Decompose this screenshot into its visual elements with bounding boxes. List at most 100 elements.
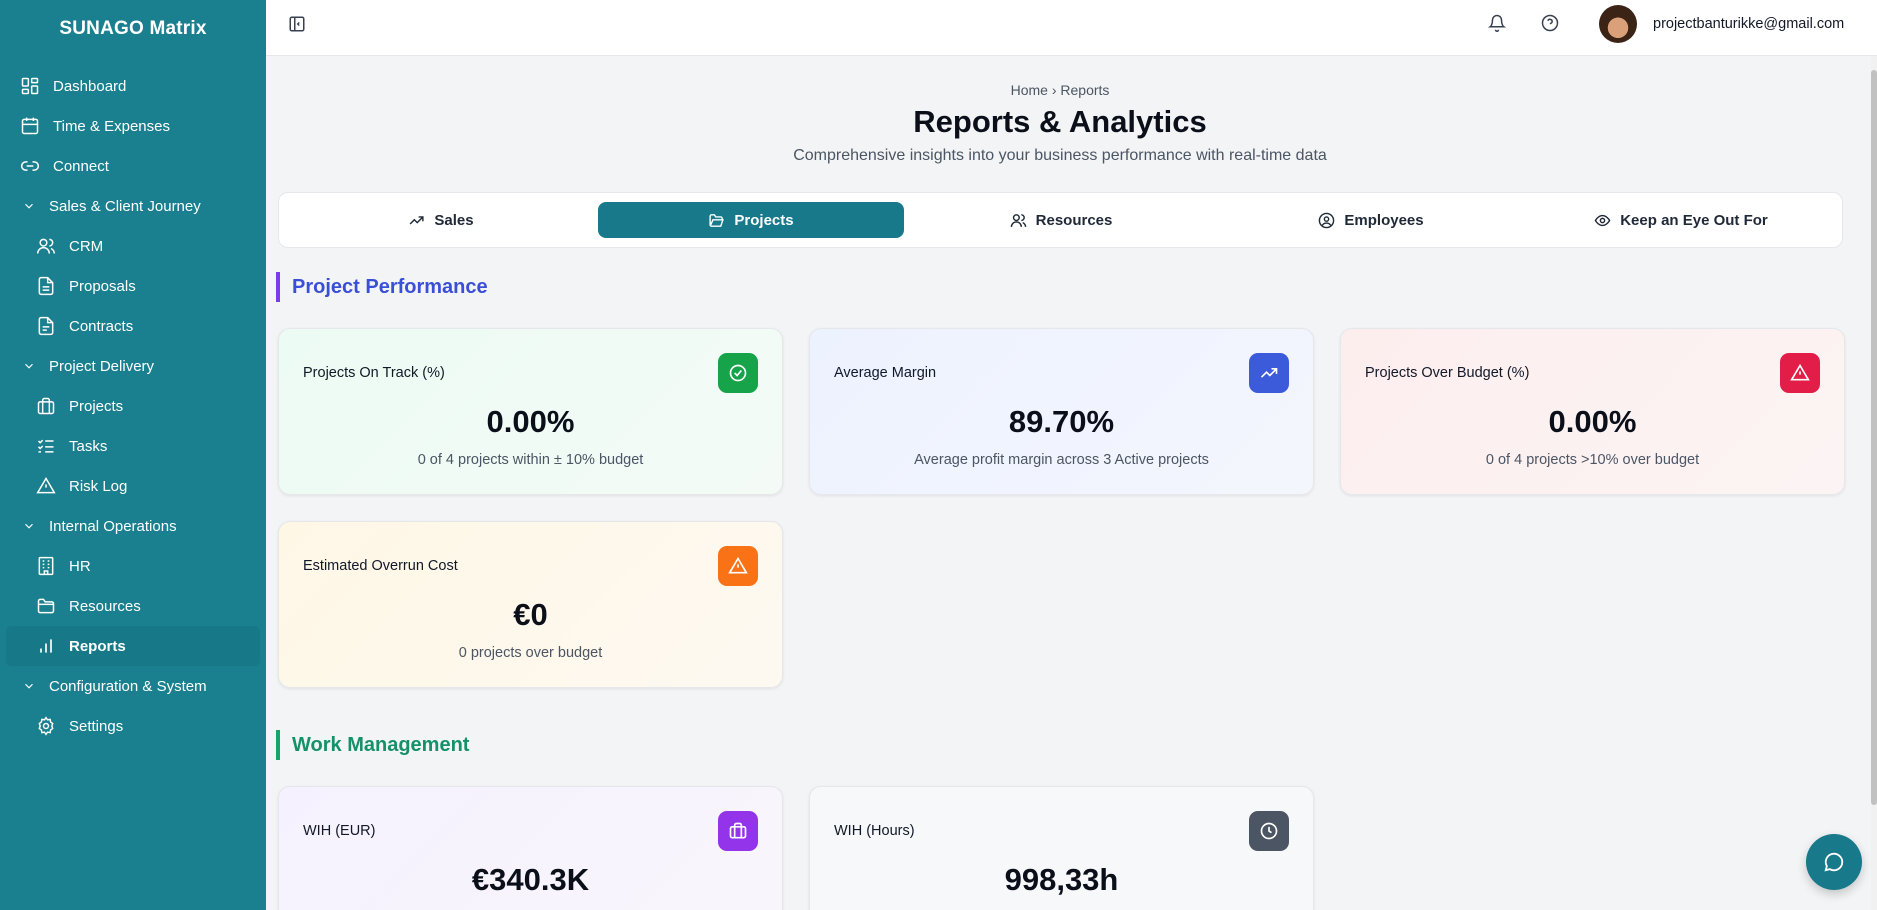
- folder-open-icon: [708, 212, 725, 229]
- sidebar-toggle-icon[interactable]: [288, 15, 306, 33]
- user-email[interactable]: projectbanturikke@gmail.com: [1653, 16, 1845, 32]
- sidebar-item-proposals[interactable]: Proposals: [6, 266, 260, 306]
- calendar-icon: [20, 116, 40, 136]
- sidebar-item-projects[interactable]: Projects: [6, 386, 260, 426]
- tab-label: Resources: [1035, 211, 1113, 229]
- card-label: Estimated Overrun Cost: [303, 558, 458, 574]
- clock-icon: [1249, 811, 1289, 851]
- sidebar-nav: Dashboard Time & Expenses Connect Sales …: [0, 66, 266, 746]
- card-value: €0: [513, 597, 548, 632]
- building-icon: [36, 556, 56, 576]
- sidebar-item-label: Projects: [69, 397, 124, 415]
- sidebar-item-risk-log[interactable]: Risk Log: [6, 466, 260, 506]
- card-projects-over-budget: Projects Over Budget (%) 0.00% 0 of 4 pr…: [1340, 328, 1845, 495]
- tab-keep-an-eye-out-for[interactable]: Keep an Eye Out For: [1528, 202, 1834, 238]
- sidebar-group-sales[interactable]: Sales & Client Journey: [6, 186, 260, 226]
- tab-label: Employees: [1344, 211, 1424, 229]
- card-label: WIH (EUR): [303, 823, 376, 839]
- sidebar-item-settings[interactable]: Settings: [6, 706, 260, 746]
- triangle-alert-icon: [718, 546, 758, 586]
- bar-chart-icon: [36, 636, 56, 656]
- briefcase-icon: [36, 396, 56, 416]
- top-bar: projectbanturikke@gmail.com: [266, 0, 1877, 56]
- link-icon: [20, 156, 40, 176]
- card-label: Projects Over Budget (%): [1365, 365, 1530, 381]
- section-title-work-management: Work Management: [276, 730, 469, 760]
- sidebar-item-connect[interactable]: Connect: [6, 146, 260, 186]
- tab-resources[interactable]: Resources: [908, 202, 1214, 238]
- avatar[interactable]: [1599, 5, 1637, 43]
- card-value: 89.70%: [1008, 404, 1115, 439]
- bell-icon[interactable]: [1487, 14, 1507, 32]
- sidebar-group-label: Sales & Client Journey: [49, 197, 201, 215]
- sidebar-item-label: Time & Expenses: [53, 117, 170, 135]
- sidebar-group-internal-operations[interactable]: Internal Operations: [6, 506, 260, 546]
- card-value: €340.3K: [471, 862, 590, 897]
- card-wih-eur: WIH (EUR) €340.3K: [278, 786, 783, 910]
- card-average-margin: Average Margin 89.70% Average profit mar…: [809, 328, 1314, 495]
- card-description: Average profit margin across 3 Active pr…: [914, 452, 1209, 468]
- sidebar-item-label: Connect: [53, 157, 109, 175]
- users-icon: [1010, 212, 1027, 229]
- card-label: WIH (Hours): [834, 823, 915, 839]
- help-circle-icon[interactable]: [1541, 14, 1559, 32]
- chevron-down-icon: [22, 679, 36, 693]
- grid-icon: [20, 76, 40, 96]
- card-description: 0 of 4 projects >10% over budget: [1485, 452, 1700, 468]
- check-circle-icon: [718, 353, 758, 393]
- breadcrumb: Home › Reports: [1010, 82, 1110, 98]
- card-estimated-overrun-cost: Estimated Overrun Cost €0 0 projects ove…: [278, 521, 783, 688]
- card-description: 0 of 4 projects within ± 10% budget: [417, 452, 644, 468]
- sidebar-item-label: Dashboard: [53, 77, 127, 95]
- chevron-down-icon: [22, 359, 36, 373]
- tab-label: Keep an Eye Out For: [1620, 211, 1768, 229]
- sidebar-item-label: Reports: [69, 637, 126, 655]
- sidebar-item-label: CRM: [69, 237, 104, 255]
- chat-button[interactable]: [1806, 834, 1862, 890]
- card-value: 0.00%: [1548, 404, 1637, 439]
- card-label: Projects On Track (%): [303, 365, 445, 381]
- page-subtitle: Comprehensive insights into your busines…: [793, 147, 1327, 164]
- tab-label: Sales: [434, 211, 474, 229]
- triangle-alert-icon: [1780, 353, 1820, 393]
- sidebar-item-reports[interactable]: Reports: [6, 626, 260, 666]
- sidebar-group-label: Configuration & System: [49, 677, 207, 695]
- sidebar-item-label: Proposals: [69, 277, 136, 295]
- tab-employees[interactable]: Employees: [1218, 202, 1524, 238]
- file-icon: [36, 276, 56, 296]
- trending-up-icon: [1249, 353, 1289, 393]
- sidebar-item-resources[interactable]: Resources: [6, 586, 260, 626]
- trending-up-icon: [408, 212, 425, 229]
- eye-icon: [1594, 212, 1611, 229]
- sidebar-item-tasks[interactable]: Tasks: [6, 426, 260, 466]
- list-checks-icon: [36, 436, 56, 456]
- card-projects-on-track: Projects On Track (%) 0.00% 0 of 4 proje…: [278, 328, 783, 495]
- card-value: 998,33h: [1004, 862, 1119, 897]
- chevron-down-icon: [22, 519, 36, 533]
- chevron-down-icon: [22, 199, 36, 213]
- card-description: 0 projects over budget: [458, 645, 603, 661]
- gear-icon: [36, 716, 56, 736]
- sidebar-item-contracts[interactable]: Contracts: [6, 306, 260, 346]
- triangle-alert-icon: [36, 476, 56, 496]
- sidebar-group-configuration[interactable]: Configuration & System: [6, 666, 260, 706]
- sidebar-item-crm[interactable]: CRM: [6, 226, 260, 266]
- sidebar-group-label: Project Delivery: [49, 357, 155, 375]
- sidebar-item-time-expenses[interactable]: Time & Expenses: [6, 106, 260, 146]
- card-value: 0.00%: [486, 404, 575, 439]
- folder-icon: [36, 596, 56, 616]
- card-label: Average Margin: [834, 365, 937, 381]
- brand-title: SUNAGO Matrix: [59, 18, 207, 39]
- scrollbar-thumb[interactable]: [1871, 70, 1877, 805]
- tab-sales[interactable]: Sales: [288, 202, 594, 238]
- page-title: Reports & Analytics: [913, 104, 1207, 139]
- tab-projects[interactable]: Projects: [598, 202, 904, 238]
- sidebar-item-hr[interactable]: HR: [6, 546, 260, 586]
- sidebar-item-label: Contracts: [69, 317, 134, 335]
- message-circle-icon: [1823, 851, 1845, 873]
- tab-label: Projects: [734, 211, 794, 229]
- report-tabs: Sales Projects Resources Employees Keep …: [278, 192, 1843, 248]
- sidebar-group-project-delivery[interactable]: Project Delivery: [6, 346, 260, 386]
- users-icon: [36, 236, 56, 256]
- sidebar-item-dashboard[interactable]: Dashboard: [6, 66, 260, 106]
